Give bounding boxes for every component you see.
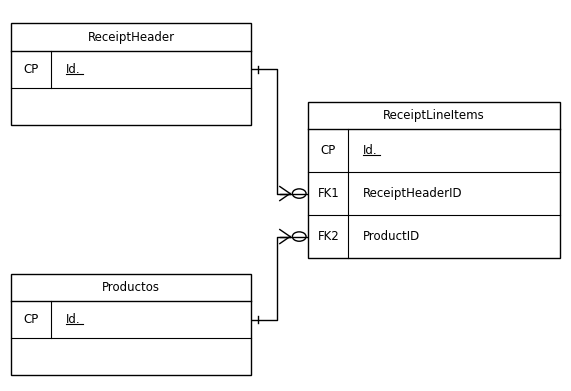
- Text: Id.: Id.: [66, 313, 81, 326]
- Text: ReceiptHeaderID: ReceiptHeaderID: [363, 187, 462, 200]
- Text: FK2: FK2: [317, 230, 339, 243]
- Text: ProductID: ProductID: [363, 230, 420, 243]
- Text: CP: CP: [321, 144, 336, 157]
- Text: FK1: FK1: [317, 187, 339, 200]
- Text: Id.: Id.: [66, 63, 81, 76]
- Text: CP: CP: [24, 313, 39, 326]
- Text: Productos: Productos: [102, 281, 160, 294]
- Bar: [11, 274, 251, 375]
- Text: CP: CP: [24, 63, 39, 76]
- Text: Id.: Id.: [363, 144, 377, 157]
- Text: ReceiptLineItems: ReceiptLineItems: [383, 109, 485, 122]
- Bar: [308, 102, 560, 258]
- Bar: [11, 23, 251, 125]
- Text: ReceiptHeader: ReceiptHeader: [88, 30, 175, 44]
